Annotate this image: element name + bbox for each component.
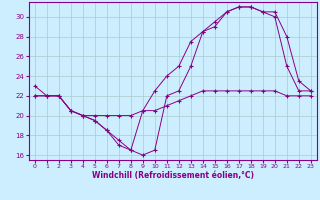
- X-axis label: Windchill (Refroidissement éolien,°C): Windchill (Refroidissement éolien,°C): [92, 171, 254, 180]
